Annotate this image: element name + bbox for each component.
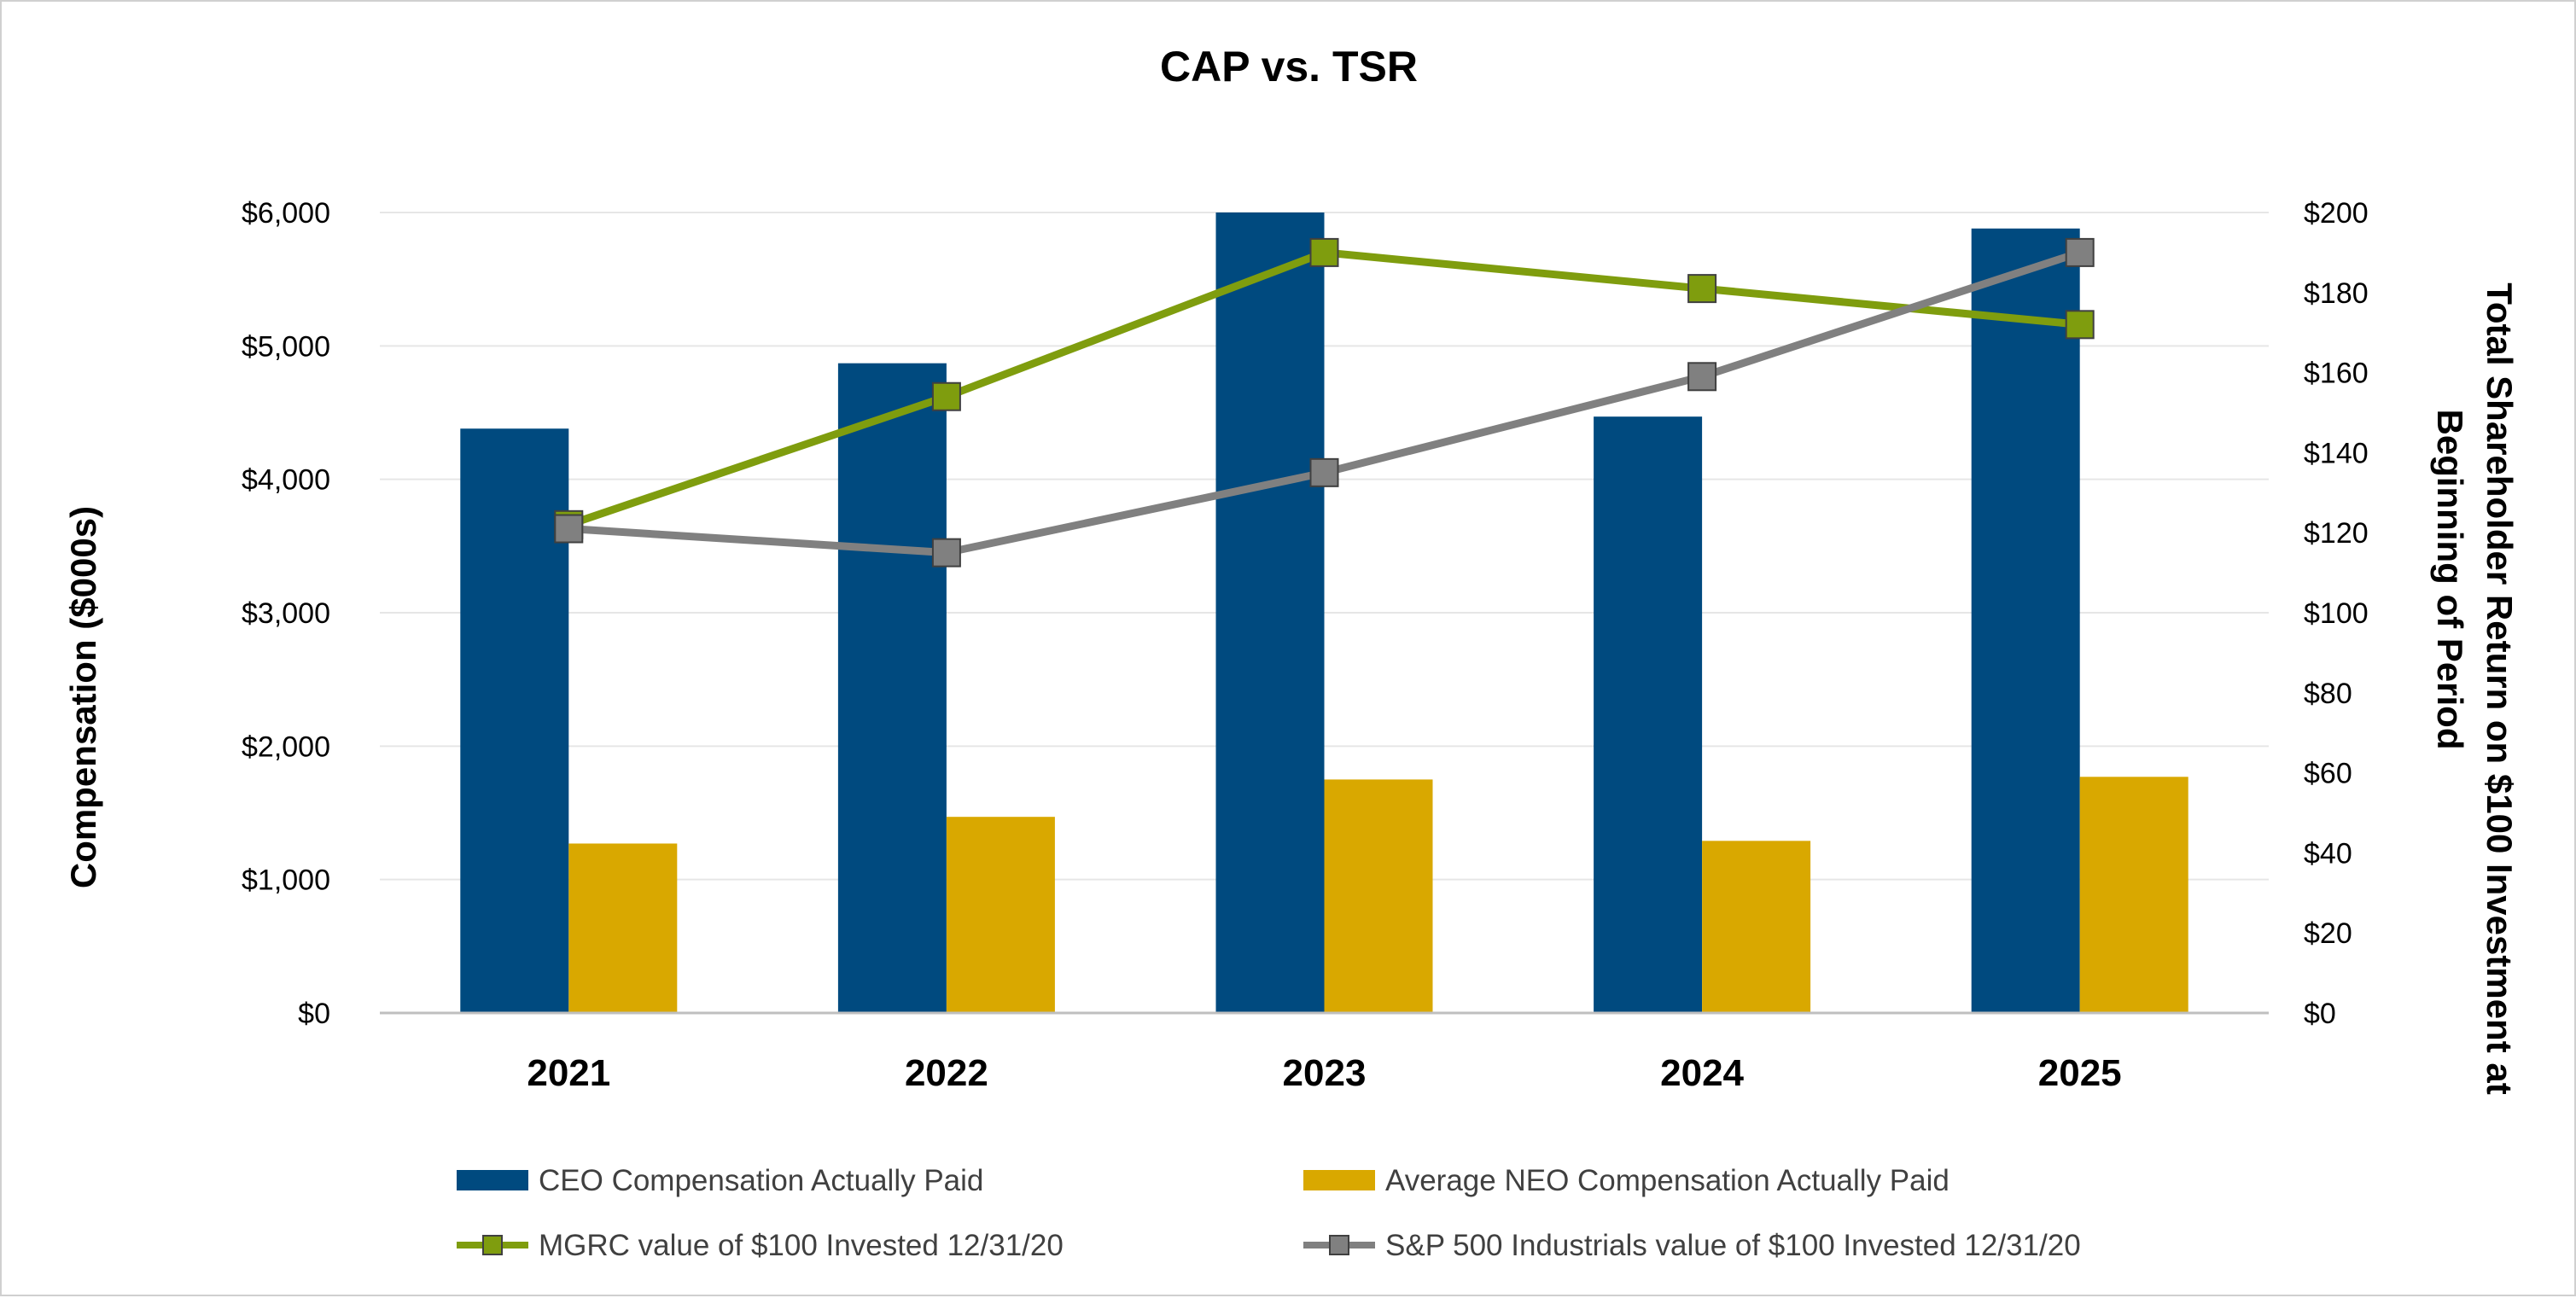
- y-tick-label: $2,000: [242, 730, 330, 763]
- x-tick-label: 2025: [2038, 1052, 2122, 1094]
- sp500-tsr-marker: [1309, 457, 1339, 487]
- ceo-cap-bar: [837, 363, 947, 1013]
- y-tick-label: $5,000: [242, 330, 330, 363]
- y-tick-label: $6,000: [242, 197, 330, 230]
- lines: [554, 237, 2095, 568]
- mgrc-tsr-marker: [1687, 274, 1717, 304]
- legend-mgrc-tsr-swatch-marker: [482, 1235, 503, 1255]
- y2-tick-label: $100: [2304, 597, 2369, 630]
- y2-tick-label: $140: [2304, 437, 2369, 469]
- y2-axis-title-line2: Beginning of Period: [2430, 410, 2470, 750]
- y-tick-label: $1,000: [242, 864, 330, 897]
- legend-mgrc-tsr-label: MGRC value of $100 Invested 12/31/20: [539, 1229, 1064, 1262]
- y-tick-label: $3,000: [242, 597, 330, 630]
- y2-tick-label: $0: [2304, 998, 2336, 1030]
- x-tick-label: 2024: [1660, 1052, 1744, 1094]
- neo-cap-bar: [2079, 777, 2188, 1013]
- x-tick-label: 2022: [905, 1052, 988, 1094]
- mgrc-tsr-marker: [2065, 310, 2095, 340]
- y2-tick-label: $40: [2304, 837, 2352, 870]
- mgrc-tsr-marker: [931, 381, 961, 411]
- neo-cap-bar: [1324, 779, 1433, 1013]
- ceo-cap-bar: [1215, 212, 1325, 1013]
- x-tick-label: 2021: [527, 1052, 610, 1094]
- y2-tick-label: $80: [2304, 678, 2352, 710]
- legend-ceo-cap-label: CEO Compensation Actually Paid: [539, 1164, 983, 1197]
- sp500-tsr-marker: [2065, 237, 2095, 267]
- axes: $0 $1,000 $2,000 $3,000 $4,000 $5,000 $6,000 $0…: [242, 197, 2369, 1094]
- sp500-tsr-marker: [554, 514, 584, 544]
- legend-neo-cap-label: Average NEO Compensation Actually Paid: [1385, 1164, 1949, 1197]
- y2-tick-label: $60: [2304, 758, 2352, 790]
- y2-tick-label: $200: [2304, 197, 2369, 230]
- ceo-cap-bar: [460, 428, 569, 1013]
- neo-cap-bar: [946, 817, 1055, 1013]
- sp500-tsr-marker: [931, 538, 961, 568]
- legend-neo-cap-swatch: [1303, 1170, 1375, 1190]
- legend-sp500-tsr-swatch-marker: [1329, 1235, 1349, 1255]
- ceo-cap-bar: [1971, 228, 2080, 1013]
- legend: CEO Compensation Actually Paid Average NE…: [457, 1164, 2081, 1262]
- chart-title: CAP vs. TSR: [1160, 43, 1418, 90]
- neo-cap-bar: [1702, 841, 1811, 1013]
- legend-sp500-tsr-label: S&P 500 Industrials value of $100 Invest…: [1385, 1229, 2081, 1262]
- sp500-tsr-marker: [1687, 362, 1717, 392]
- x-tick-label: 2023: [1283, 1052, 1367, 1094]
- y-tick-label: $0: [298, 998, 330, 1030]
- y2-axis-title-line1: Total Shareholder Return on $100 Investm…: [2480, 282, 2520, 1094]
- ceo-cap-bar: [1594, 416, 1703, 1013]
- y2-tick-label: $120: [2304, 517, 2369, 550]
- y2-tick-label: $20: [2304, 917, 2352, 950]
- mgrc-tsr-marker: [1309, 237, 1339, 267]
- y-axis-title: Compensation ($000s): [63, 506, 103, 888]
- neo-cap-bar: [568, 843, 678, 1013]
- bars: [460, 212, 2188, 1013]
- y-tick-label: $4,000: [242, 464, 330, 497]
- y2-tick-label: $160: [2304, 358, 2369, 390]
- legend-ceo-cap-swatch: [457, 1170, 528, 1190]
- y2-tick-label: $180: [2304, 277, 2369, 310]
